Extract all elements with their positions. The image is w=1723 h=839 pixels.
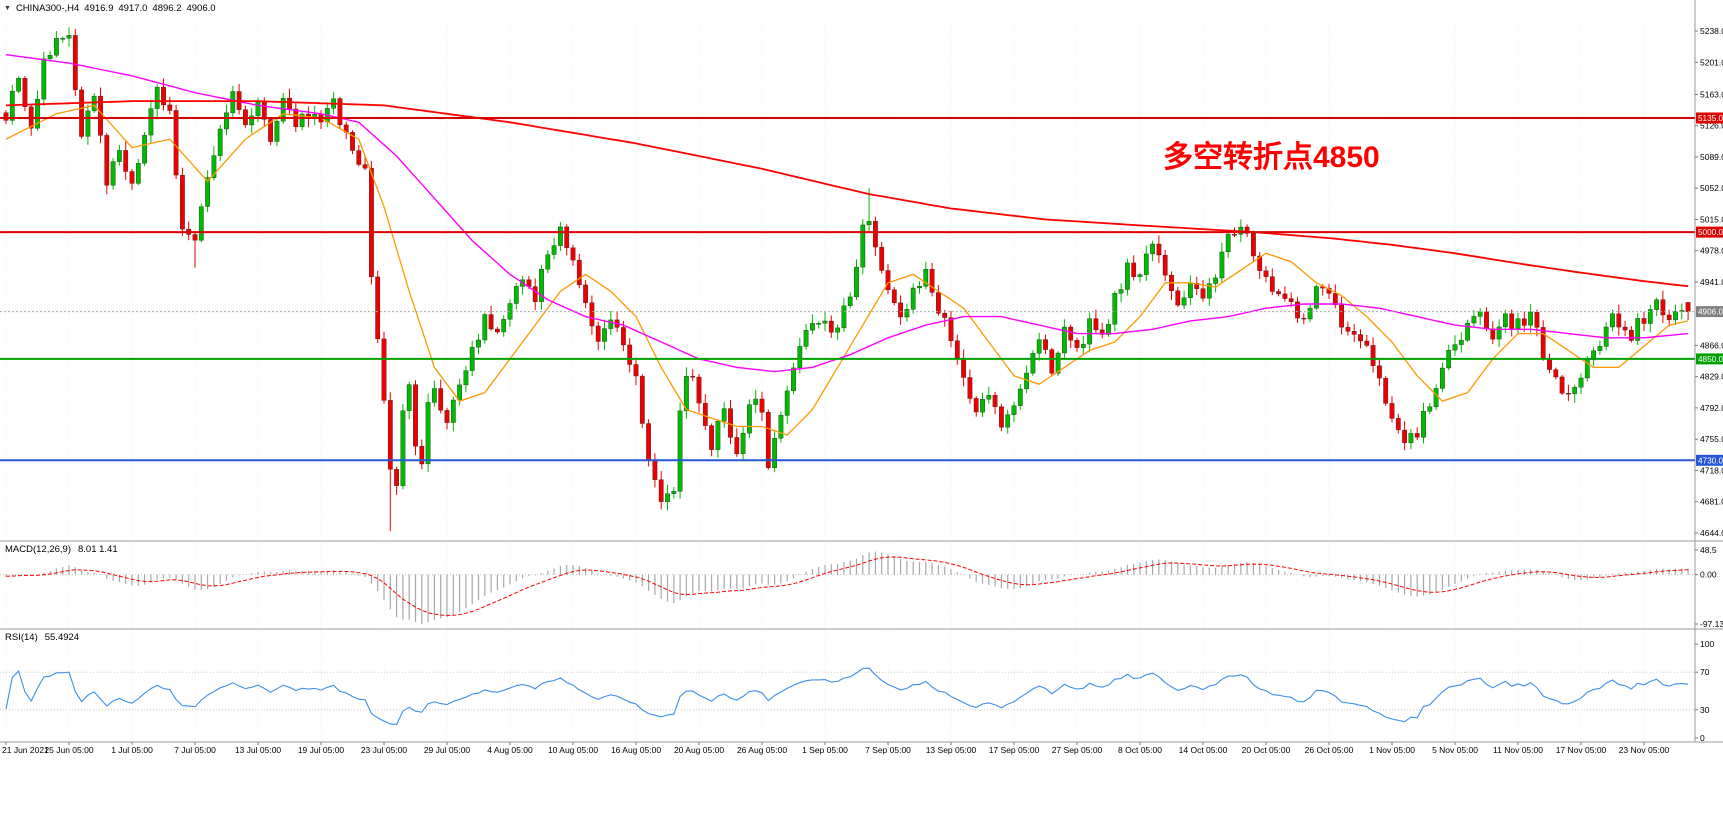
time-tick-label: 20 Aug 05:00: [674, 745, 724, 755]
rsi-line: [5, 667, 1689, 725]
chart-header: ▼ CHINA300-,H4 4916.9 4917.0 4896.2 4906.0: [4, 3, 221, 14]
price-tick-label: 4755.0: [1700, 434, 1723, 444]
price-tick-label: 5089.0: [1700, 152, 1723, 162]
time-tick-label: 14 Oct 05:00: [1179, 745, 1228, 755]
price-badge-label: 4730.0: [1698, 456, 1723, 465]
candles-layer: [3, 27, 1691, 532]
time-tick-label: 1 Nov 05:00: [1369, 745, 1415, 755]
price-tick-label: 5052.0: [1700, 183, 1723, 193]
macd-axis[interactable]: 48.5 0.00 -97.13: [1695, 545, 1723, 629]
time-tick-label: 17 Sep 05:00: [989, 745, 1040, 755]
symbol-period-label: CHINA300-,H4: [15, 3, 80, 14]
rsi-axis[interactable]: 100 70 30 0: [1695, 639, 1714, 743]
ma-slow-line: [5, 100, 1689, 288]
ohlc-readout: 4916.9 4917.0 4896.2 4906.0: [84, 3, 220, 14]
price-badge: [1696, 353, 1723, 365]
price-tick-label: 4792.0: [1700, 403, 1723, 413]
ma-fast-line: [5, 104, 1689, 436]
time-tick-label: 16 Aug 05:00: [611, 745, 661, 755]
time-tick-label: 1 Jul 05:00: [111, 745, 153, 755]
horizontal-level-lines[interactable]: [0, 117, 1695, 462]
macd-values: 8.01 1.41: [78, 544, 118, 555]
price-badge: [1696, 306, 1723, 318]
price-tick-label: 4829.0: [1700, 372, 1723, 382]
time-tick-label: 26 Aug 05:00: [737, 745, 787, 755]
time-tick-label: 26 Oct 05:00: [1305, 745, 1354, 755]
price-badge-label: 4906.0: [1698, 308, 1723, 317]
time-tick-label: 27 Sep 05:00: [1052, 745, 1103, 755]
rsi-tick-label: 70: [1700, 667, 1710, 677]
time-tick-label: 11 Nov 05:00: [1493, 745, 1543, 755]
rsi-indicator-label: RSI(14) 55.4924: [5, 632, 79, 643]
price-tick-label: 4866.0: [1700, 340, 1723, 350]
time-tick-label: 23 Jul 05:00: [361, 745, 408, 755]
price-tick-label: 5163.0: [1700, 89, 1723, 99]
price-tick-label: 4644.0: [1700, 528, 1723, 538]
high-value: 4917.0: [118, 3, 148, 14]
rsi-value: 55.4924: [44, 632, 80, 643]
macd-name: MACD(12,26,9): [5, 544, 71, 555]
price-badge: [1696, 226, 1723, 238]
pivot-annotation-text: 多空转折点4850: [1163, 141, 1380, 174]
rsi-tick-label: 0: [1700, 733, 1705, 743]
rsi-tick-label: 100: [1700, 639, 1714, 649]
price-tick-label: 4718.0: [1700, 466, 1723, 476]
price-tick-label: 4681.0: [1700, 497, 1723, 507]
time-tick-label: 13 Jul 05:00: [235, 745, 282, 755]
time-tick-label: 7 Sep 05:00: [865, 745, 911, 755]
time-tick-label: 20 Oct 05:00: [1242, 745, 1291, 755]
macd-tick-label: -97.13: [1700, 619, 1723, 629]
time-tick-label: 23 Nov 05:00: [1619, 745, 1670, 755]
time-tick-label: 8 Oct 05:00: [1118, 745, 1162, 755]
price-badge: [1696, 112, 1723, 124]
time-tick-label: 5 Nov 05:00: [1432, 745, 1478, 755]
panel-separators: [0, 540, 1723, 743]
macd-tick-label: 0.00: [1700, 570, 1717, 580]
price-tick-label: 5015.0: [1700, 215, 1723, 225]
price-tick-label: 5126.0: [1700, 121, 1723, 131]
price-badge: [1696, 454, 1723, 466]
time-tick-label: 21 Jun 2021: [2, 745, 49, 755]
macd-signal-line: [5, 556, 1689, 616]
ma-mid-line: [5, 54, 1689, 373]
time-tick-label: 29 Jul 05:00: [424, 745, 471, 755]
price-tick-label: 5238.0: [1700, 26, 1723, 36]
rsi-levels: [0, 671, 1695, 711]
low-value: 4896.2: [152, 3, 182, 14]
time-tick-label: 19 Jul 05:00: [298, 745, 345, 755]
open-value: 4916.9: [84, 3, 114, 14]
time-tick-label: 17 Nov 05:00: [1556, 745, 1607, 755]
price-tick-label: 5201.0: [1700, 57, 1723, 67]
price-tick-label: 4941.0: [1700, 277, 1723, 287]
time-tick-label: 25 Jun 05:00: [44, 745, 93, 755]
price-badge-label: 5000.0: [1698, 228, 1723, 237]
rsi-tick-label: 30: [1700, 705, 1710, 715]
price-tick-label: 4978.0: [1700, 246, 1723, 256]
rsi-name: RSI(14): [5, 632, 38, 643]
price-axis[interactable]: 5238.0 5201.0 5163.0 5126.0 5089.0 5052.0 5015…: [1695, 26, 1723, 538]
symbol-dropdown-icon[interactable]: ▼: [4, 5, 11, 12]
time-tick-label: 4 Aug 05:00: [487, 745, 533, 755]
price-badge-label: 4850.0: [1698, 355, 1723, 364]
time-tick-label: 7 Jul 05:00: [174, 745, 216, 755]
vertical-gridlines: [5, 22, 1645, 742]
time-tick-label: 13 Sep 05:00: [926, 745, 977, 755]
time-tick-label: 10 Aug 05:00: [548, 745, 598, 755]
macd-indicator-label: MACD(12,26,9) 8.01 1.41: [5, 544, 118, 555]
close-value: 4906.0: [186, 3, 216, 14]
price-badge-label: 5135.0: [1698, 114, 1723, 123]
time-tick-label: 1 Sep 05:00: [802, 745, 848, 755]
macd-tick-label: 48.5: [1700, 545, 1717, 555]
